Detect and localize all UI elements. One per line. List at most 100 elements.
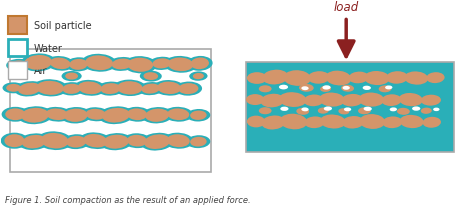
Ellipse shape — [64, 109, 88, 122]
Ellipse shape — [46, 109, 68, 121]
Ellipse shape — [382, 117, 403, 129]
Ellipse shape — [342, 87, 350, 90]
Ellipse shape — [167, 109, 189, 121]
Ellipse shape — [178, 84, 198, 95]
Ellipse shape — [124, 57, 157, 74]
Ellipse shape — [261, 116, 285, 130]
Ellipse shape — [4, 135, 24, 147]
Ellipse shape — [163, 133, 193, 149]
Ellipse shape — [247, 73, 267, 84]
Ellipse shape — [190, 58, 209, 70]
Ellipse shape — [341, 85, 354, 92]
Ellipse shape — [322, 86, 330, 90]
Ellipse shape — [399, 94, 423, 107]
Ellipse shape — [21, 54, 56, 72]
Ellipse shape — [117, 82, 143, 95]
Ellipse shape — [186, 109, 210, 122]
Ellipse shape — [412, 107, 420, 111]
Ellipse shape — [262, 70, 288, 85]
Ellipse shape — [400, 115, 424, 129]
Ellipse shape — [82, 55, 117, 72]
Ellipse shape — [140, 133, 174, 151]
Ellipse shape — [358, 108, 371, 115]
Ellipse shape — [6, 60, 32, 73]
Ellipse shape — [127, 109, 147, 121]
Ellipse shape — [22, 135, 46, 149]
Ellipse shape — [74, 81, 106, 96]
Ellipse shape — [279, 85, 288, 90]
Ellipse shape — [113, 80, 146, 97]
Ellipse shape — [320, 115, 346, 129]
Ellipse shape — [193, 74, 204, 80]
Ellipse shape — [42, 107, 72, 122]
Ellipse shape — [69, 60, 88, 70]
Ellipse shape — [167, 135, 190, 147]
Ellipse shape — [1, 133, 28, 149]
Text: Air: Air — [34, 66, 47, 76]
Ellipse shape — [50, 58, 71, 70]
Ellipse shape — [66, 136, 86, 148]
Ellipse shape — [279, 93, 307, 108]
Ellipse shape — [190, 137, 207, 147]
Ellipse shape — [164, 57, 197, 73]
Ellipse shape — [83, 134, 108, 148]
Ellipse shape — [308, 72, 330, 84]
Ellipse shape — [3, 83, 24, 94]
Ellipse shape — [386, 72, 408, 84]
Ellipse shape — [36, 81, 64, 95]
Bar — [246, 63, 454, 153]
Ellipse shape — [358, 93, 384, 107]
Ellipse shape — [59, 83, 84, 96]
Ellipse shape — [302, 108, 308, 112]
Ellipse shape — [284, 71, 311, 87]
Ellipse shape — [304, 117, 325, 129]
Ellipse shape — [138, 83, 164, 96]
Ellipse shape — [280, 114, 308, 130]
Ellipse shape — [363, 86, 371, 91]
Ellipse shape — [101, 84, 121, 95]
Ellipse shape — [348, 72, 369, 84]
Ellipse shape — [62, 135, 90, 149]
Ellipse shape — [259, 86, 272, 93]
Ellipse shape — [97, 82, 124, 96]
Ellipse shape — [324, 107, 332, 111]
Ellipse shape — [65, 73, 78, 80]
Bar — [7, 62, 27, 80]
Ellipse shape — [390, 108, 397, 112]
Bar — [7, 17, 27, 35]
Ellipse shape — [379, 86, 392, 93]
Ellipse shape — [174, 82, 202, 96]
Ellipse shape — [18, 134, 50, 150]
Ellipse shape — [103, 135, 129, 149]
Ellipse shape — [397, 108, 410, 115]
Ellipse shape — [190, 111, 207, 120]
Ellipse shape — [82, 108, 110, 122]
Ellipse shape — [123, 107, 151, 122]
Ellipse shape — [17, 107, 52, 125]
Text: load: load — [334, 1, 359, 14]
Ellipse shape — [21, 108, 49, 123]
Ellipse shape — [319, 93, 345, 107]
Ellipse shape — [41, 133, 68, 149]
Ellipse shape — [144, 135, 170, 149]
Ellipse shape — [259, 108, 272, 115]
Ellipse shape — [297, 108, 309, 115]
Ellipse shape — [280, 107, 289, 111]
Ellipse shape — [112, 59, 132, 70]
Bar — [10, 49, 211, 172]
Ellipse shape — [433, 108, 440, 112]
Ellipse shape — [127, 135, 147, 147]
Ellipse shape — [325, 71, 352, 86]
Ellipse shape — [344, 108, 351, 112]
Ellipse shape — [260, 94, 285, 108]
Ellipse shape — [303, 95, 324, 107]
Text: Soil particle: Soil particle — [34, 21, 91, 31]
Ellipse shape — [299, 84, 313, 92]
Ellipse shape — [62, 84, 81, 94]
Ellipse shape — [5, 109, 25, 121]
Ellipse shape — [24, 56, 52, 70]
Ellipse shape — [18, 83, 41, 95]
Ellipse shape — [102, 108, 130, 123]
Ellipse shape — [421, 95, 441, 106]
Bar — [7, 40, 27, 57]
